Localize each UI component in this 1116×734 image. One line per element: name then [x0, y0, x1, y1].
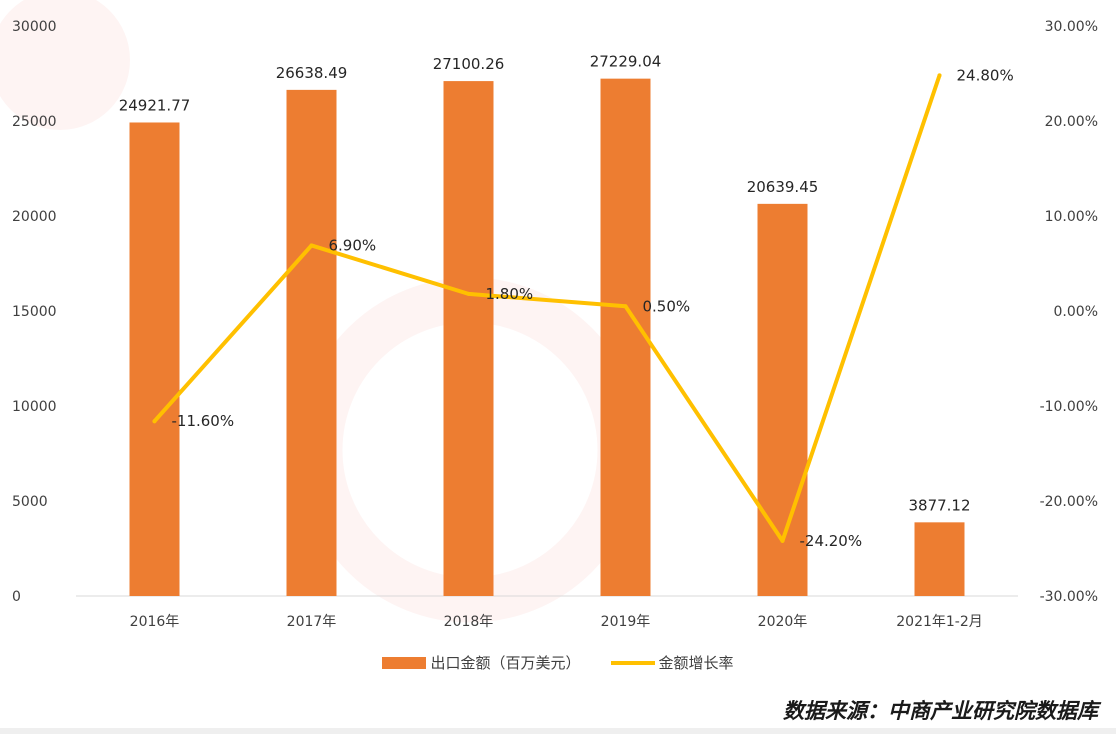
bar-data-label: 27100.26	[433, 55, 505, 73]
growth-rate-line	[152, 73, 942, 543]
source-note: 数据来源：中商产业研究院数据库	[783, 699, 1098, 723]
line-point	[623, 304, 628, 309]
line-point	[309, 243, 314, 248]
bar	[914, 522, 965, 596]
right-axis-tick-label: -10.00%	[1040, 399, 1098, 415]
line-point	[937, 73, 942, 78]
right-axis-tick-label: 30.00%	[1045, 19, 1098, 35]
x-axis-tick-label: 2017年	[287, 614, 337, 630]
x-axis-tick-label: 2018年	[444, 614, 494, 630]
x-axis-tick-label: 2021年1-2月	[896, 614, 983, 630]
x-axis-tick-label: 2019年	[601, 614, 651, 630]
left-axis-tick-label: 20000	[12, 209, 57, 225]
x-axis-tick-label: 2020年	[758, 614, 808, 630]
right-axis-tick-label: -20.00%	[1040, 494, 1098, 510]
legend-item-line: 金额增长率	[610, 652, 734, 673]
line-data-label: -24.20%	[800, 532, 863, 550]
line-point	[152, 419, 157, 424]
legend-item-bar: 出口金额（百万美元）	[382, 652, 581, 673]
bar-data-label: 27229.04	[590, 53, 662, 71]
legend-swatch-bar	[382, 656, 427, 669]
left-axis-tick-label: 15000	[12, 304, 57, 320]
line-data-label: 1.80%	[486, 285, 534, 303]
left-axis-tick-label: 30000	[12, 19, 57, 35]
left-axis-tick-label: 10000	[12, 399, 57, 415]
bar-data-label: 3877.12	[908, 496, 970, 514]
right-axis-tick-label: 0.00%	[1054, 304, 1098, 320]
right-axis-tick-label: 10.00%	[1045, 209, 1098, 225]
legend-label-line: 金额增长率	[658, 654, 734, 672]
bar	[286, 89, 337, 597]
x-axis-tick-label: 2016年	[130, 614, 180, 630]
legend-swatch-line	[610, 660, 655, 665]
right-axis-tick-label: 20.00%	[1045, 114, 1098, 130]
right-axis-tick-label: -30.00%	[1040, 589, 1098, 605]
bar-data-label: 20639.45	[747, 178, 819, 196]
bar	[757, 203, 808, 596]
line-point	[780, 538, 785, 543]
bar	[129, 122, 180, 597]
line-data-label: 0.50%	[643, 297, 691, 315]
line-data-label: 6.90%	[329, 236, 377, 254]
line-data-label: -11.60%	[172, 412, 235, 430]
bar	[443, 81, 494, 596]
bar-data-label: 26638.49	[276, 64, 348, 82]
legend-label-bar: 出口金额（百万美元）	[430, 654, 581, 672]
left-axis-tick-label: 5000	[12, 494, 48, 510]
line-point	[466, 291, 471, 296]
left-axis-tick-label: 0	[12, 589, 21, 605]
line-data-label: 24.80%	[957, 66, 1014, 84]
bar	[600, 78, 651, 596]
left-axis-tick-label: 25000	[12, 114, 57, 130]
bar-data-label: 24921.77	[119, 96, 191, 114]
legend: 出口金额（百万美元） 金额增长率	[0, 652, 1116, 673]
bottom-band	[0, 728, 1116, 734]
